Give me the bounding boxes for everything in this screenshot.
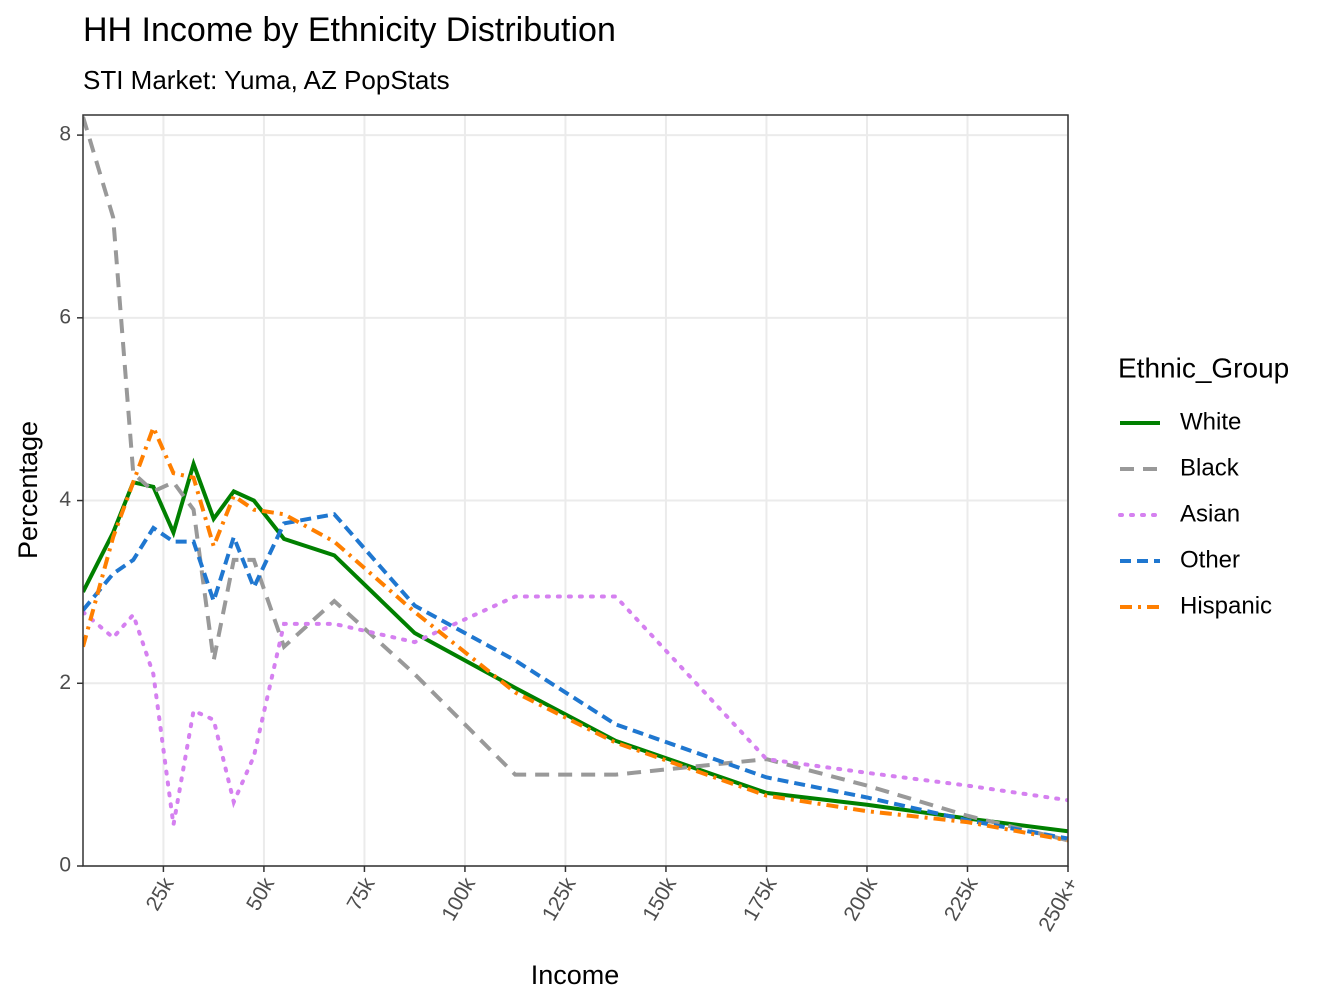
- x-tick-label: 25k: [142, 873, 179, 914]
- x-tick-label: 75k: [343, 873, 380, 914]
- legend-label: Black: [1180, 454, 1240, 481]
- chart-subtitle: STI Market: Yuma, AZ PopStats: [83, 65, 450, 95]
- y-tick-label: 0: [59, 854, 71, 877]
- line-series: [83, 594, 1068, 826]
- chart-title: HH Income by Ethnicity Distribution: [83, 11, 616, 49]
- y-axis-label: Percentage: [13, 421, 43, 559]
- legend-label: Other: [1180, 546, 1240, 573]
- y-tick-label: 6: [59, 305, 71, 328]
- line-series: [83, 422, 1068, 843]
- y-tick-label: 4: [59, 488, 71, 511]
- x-tick-label: 125k: [538, 873, 581, 924]
- y-tick-label: 2: [59, 671, 71, 694]
- x-tick-label: 50k: [242, 873, 279, 914]
- x-axis-label: Income: [531, 960, 620, 990]
- x-tick-label: 175k: [739, 873, 782, 924]
- x-tick-label: 100k: [437, 873, 480, 924]
- line-series: [83, 457, 1068, 834]
- plot-border: [82, 114, 1069, 867]
- legend-label: Asian: [1180, 500, 1240, 527]
- x-tick-label: 250k+: [1034, 874, 1083, 936]
- line-series: [83, 512, 1068, 841]
- legend-title: Ethnic_Group: [1118, 352, 1289, 383]
- x-tick-label: 150k: [638, 873, 681, 924]
- y-tick-label: 8: [59, 123, 71, 146]
- x-tick-label: 200k: [839, 873, 882, 924]
- line-series: [83, 116, 1068, 843]
- x-tick-label: 225k: [940, 873, 983, 924]
- legend-label: White: [1180, 408, 1241, 435]
- legend-label: Hispanic: [1180, 592, 1272, 619]
